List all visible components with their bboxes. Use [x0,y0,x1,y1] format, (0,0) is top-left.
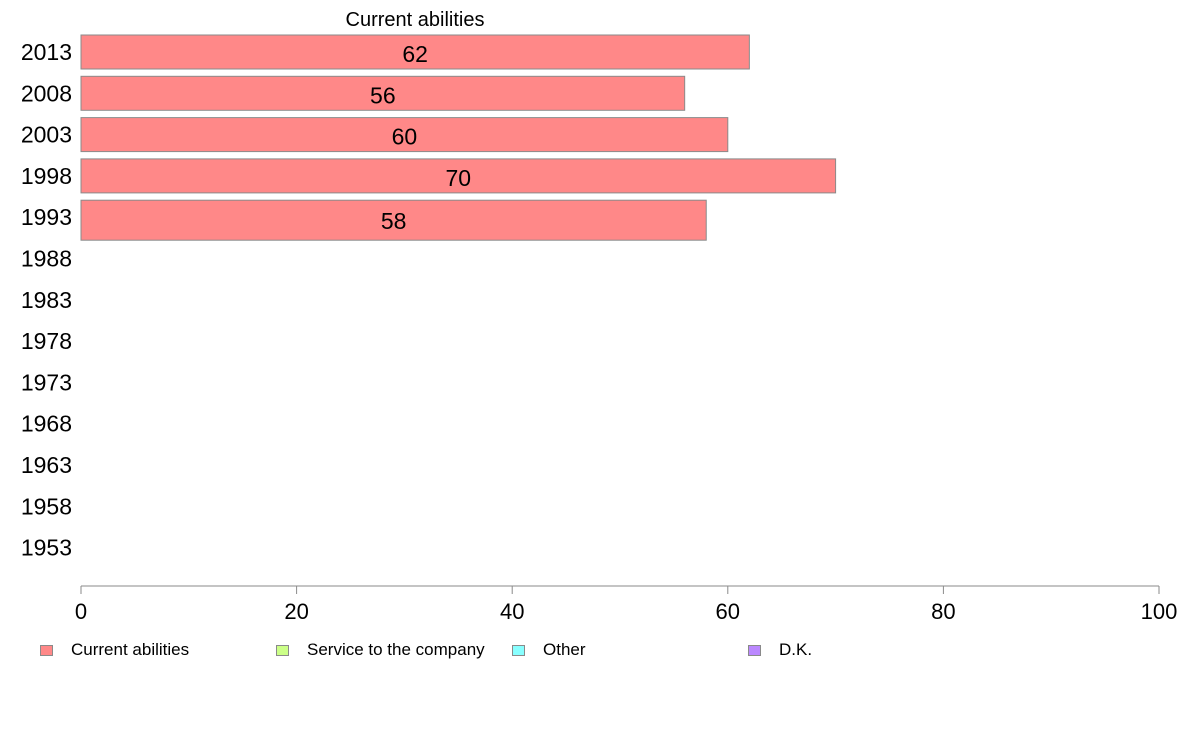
legend-item-other: Other [512,640,586,660]
x-tick-label: 80 [931,599,955,624]
legend-item-service-to-the-company: Service to the company [276,640,485,660]
legend-swatch [40,644,53,656]
bar [80,117,729,153]
legend-swatch [748,644,761,656]
bar [80,75,686,111]
category-label: 1958 [21,493,72,519]
bar [80,158,837,194]
bar [80,34,750,70]
legend-label: Other [543,640,586,659]
legend-label: D.K. [779,640,813,659]
bar-value-label: 62 [402,41,428,67]
x-tick-label: 100 [1141,599,1178,624]
bar-value-label: 70 [446,165,472,191]
legend-item-current-abilities: Current abilities [40,640,189,660]
bar-value-label: 60 [392,124,418,150]
category-label: 1978 [21,328,72,354]
chart-title: Current abilities [346,9,485,31]
bar-value-label: 58 [381,208,407,234]
legend-swatch [276,644,289,656]
category-label: 1998 [21,163,72,189]
bar-value-label: 56 [370,82,396,108]
legend: Current abilities Service to the company… [0,640,1188,662]
category-label: 2008 [21,80,72,106]
legend-label: Current abilities [71,640,190,659]
x-tick-label: 0 [75,599,87,624]
category-label: 1993 [21,204,72,230]
x-tick-label: 20 [284,599,308,624]
legend-item-dk: D.K. [748,640,812,660]
category-label: 1983 [21,287,72,313]
x-axis: 0 20 40 60 80 100 [75,585,1178,624]
category-label: 1973 [21,369,72,395]
bar [80,199,707,241]
category-label: 1968 [21,411,72,437]
category-label: 1953 [21,535,72,561]
category-label: 2013 [21,39,72,65]
category-label: 1963 [21,452,72,478]
category-labels: 2013 2008 2003 1998 1993 1988 1983 1978 1973 1968… [21,39,72,561]
category-label: 1988 [21,246,72,272]
x-tick-label: 60 [716,599,740,624]
legend-label: Service to the company [307,640,485,659]
category-label: 2003 [21,122,72,148]
legend-swatch [512,644,525,656]
x-tick-label: 40 [500,599,524,624]
